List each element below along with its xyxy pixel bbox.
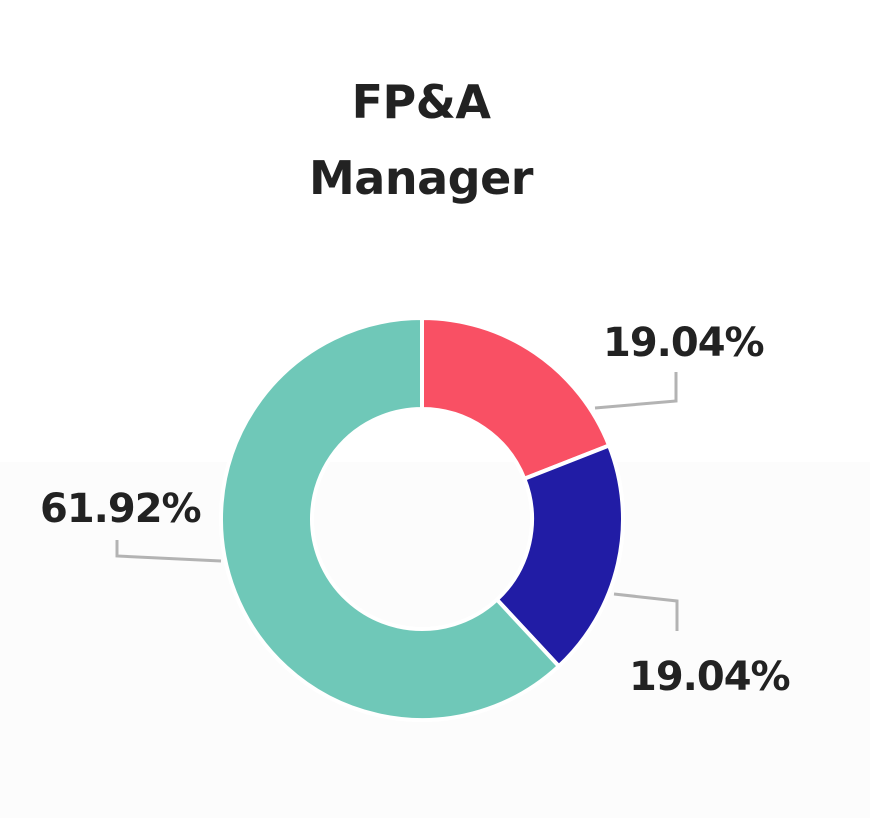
donut-slice-3 — [219, 316, 561, 722]
donut-slice-1 — [420, 316, 612, 481]
data-label-1: 19.04% — [603, 320, 764, 366]
donut-slices — [219, 316, 625, 722]
leader-line-3 — [115, 540, 222, 563]
leader-lines — [115, 372, 679, 631]
leader-line-1 — [594, 372, 678, 410]
donut-slice-2 — [494, 443, 625, 669]
chart-title-line-2: Manager — [309, 151, 533, 205]
data-label-2: 19.04% — [629, 654, 790, 700]
chart-title: FP&A Manager — [0, 64, 842, 216]
leader-line-2 — [613, 592, 679, 631]
data-label-3: 61.92% — [40, 486, 201, 532]
data-labels: 19.04% 19.04% 61.92% — [40, 320, 791, 700]
chart-title-line-1: FP&A — [351, 75, 491, 129]
